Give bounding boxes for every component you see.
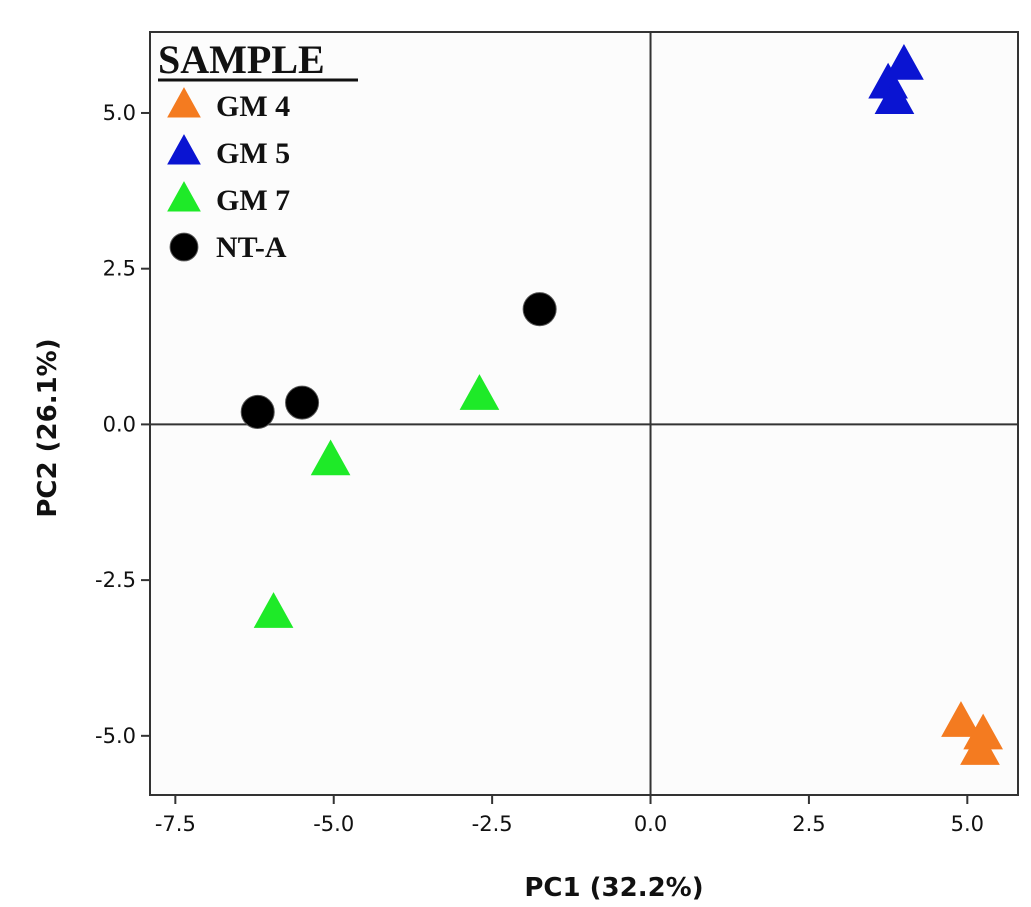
legend: SAMPLE GM 4 GM 5 GM 7 NT-A — [158, 37, 358, 264]
point-gm-7 — [253, 592, 294, 628]
x-tick-label: 0.0 — [634, 812, 667, 836]
data-points — [240, 44, 1004, 765]
y-tick-label: 5.0 — [103, 101, 136, 125]
y-axis-ticks: 5.0 2.5 0.0 -2.5 -5.0 — [95, 101, 150, 748]
legend-marker-gm-5 — [167, 134, 201, 165]
point-gm-4 — [960, 729, 1000, 765]
point-nt-a — [522, 292, 557, 327]
y-tick-label: 0.0 — [103, 412, 136, 436]
x-tick-label: -7.5 — [155, 812, 196, 836]
x-axis-ticks: -7.5 -5.0 -2.5 0.0 2.5 5.0 — [155, 795, 984, 836]
point-gm-7 — [459, 374, 500, 410]
point-nt-a — [240, 394, 275, 429]
legend-label-gm-4: GM 4 — [216, 90, 290, 123]
legend-marker-nt-a — [169, 232, 199, 262]
legend-marker-gm-4 — [167, 87, 201, 118]
point-gm-7 — [310, 439, 351, 476]
legend-label-gm-5: GM 5 — [216, 137, 290, 170]
point-gm-5 — [874, 78, 915, 115]
x-tick-label: -2.5 — [472, 812, 513, 836]
y-tick-label: 2.5 — [103, 257, 136, 281]
point-gm-4 — [941, 701, 981, 737]
legend-label-nt-a: NT-A — [216, 231, 287, 264]
legend-marker-gm-7 — [167, 181, 201, 212]
legend-title: SAMPLE — [158, 37, 325, 82]
y-tick-label: -2.5 — [95, 568, 136, 592]
x-tick-label: -5.0 — [313, 812, 354, 836]
point-nt-a — [285, 385, 320, 420]
x-axis-title: PC1 (32.2%) — [524, 873, 703, 903]
point-gm-5 — [884, 44, 924, 80]
x-tick-label: 5.0 — [951, 812, 984, 836]
y-tick-label: -5.0 — [95, 724, 136, 748]
x-tick-label: 2.5 — [792, 812, 825, 836]
y-axis-title: PC2 (26.1%) — [33, 338, 63, 517]
reference-lines — [150, 32, 1018, 795]
legend-label-gm-7: GM 7 — [216, 184, 290, 217]
